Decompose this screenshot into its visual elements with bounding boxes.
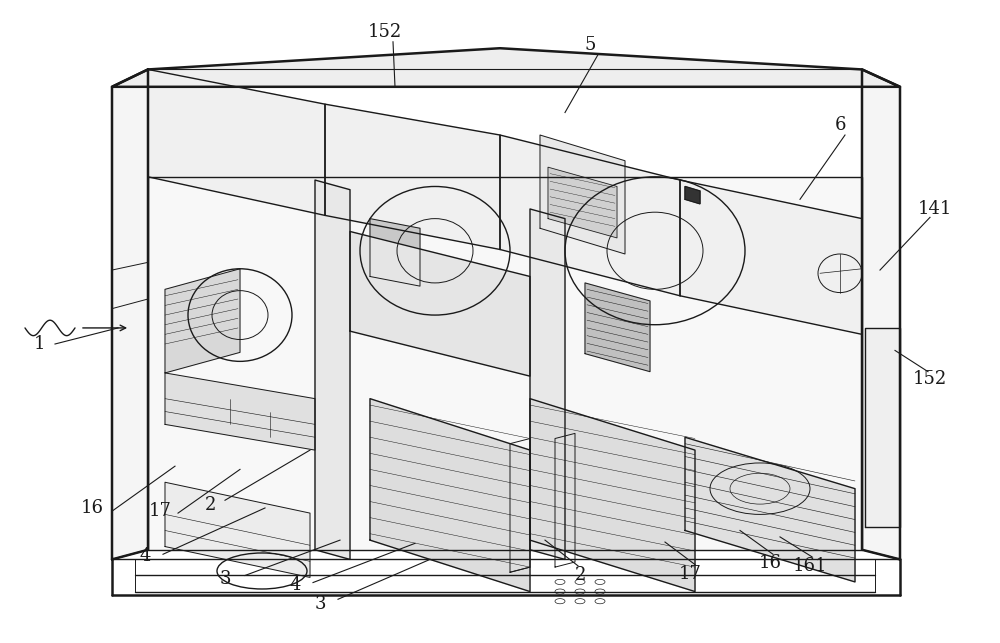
Text: 152: 152	[913, 370, 947, 388]
Text: 152: 152	[368, 23, 402, 41]
Text: 6: 6	[834, 116, 846, 134]
Polygon shape	[865, 328, 900, 527]
Polygon shape	[370, 219, 420, 286]
Polygon shape	[530, 209, 565, 559]
Polygon shape	[548, 167, 617, 238]
Polygon shape	[148, 69, 325, 215]
Text: 3: 3	[314, 595, 326, 613]
Polygon shape	[500, 135, 680, 296]
Polygon shape	[685, 186, 700, 204]
Polygon shape	[685, 437, 855, 582]
Polygon shape	[585, 283, 650, 372]
Text: 17: 17	[149, 502, 171, 520]
Polygon shape	[862, 69, 900, 559]
Text: 4: 4	[289, 576, 301, 594]
Text: 1: 1	[34, 335, 46, 353]
Polygon shape	[350, 231, 530, 376]
Polygon shape	[530, 399, 695, 592]
Text: 5: 5	[584, 36, 596, 54]
Text: 2: 2	[204, 496, 216, 514]
Text: 3: 3	[219, 570, 231, 588]
Polygon shape	[315, 180, 350, 559]
Polygon shape	[112, 69, 148, 559]
Polygon shape	[165, 373, 315, 450]
Text: 4: 4	[139, 547, 151, 565]
Text: 2: 2	[574, 566, 586, 584]
Polygon shape	[680, 180, 862, 334]
Polygon shape	[165, 482, 310, 577]
Text: 161: 161	[793, 557, 827, 575]
Polygon shape	[370, 399, 530, 592]
Polygon shape	[325, 104, 500, 249]
Text: 16: 16	[80, 499, 104, 517]
Polygon shape	[540, 135, 625, 254]
Polygon shape	[112, 48, 900, 87]
Polygon shape	[148, 177, 862, 550]
Text: 141: 141	[918, 200, 952, 218]
Polygon shape	[165, 269, 240, 373]
Text: 16: 16	[759, 554, 782, 572]
Text: 17: 17	[679, 565, 701, 583]
